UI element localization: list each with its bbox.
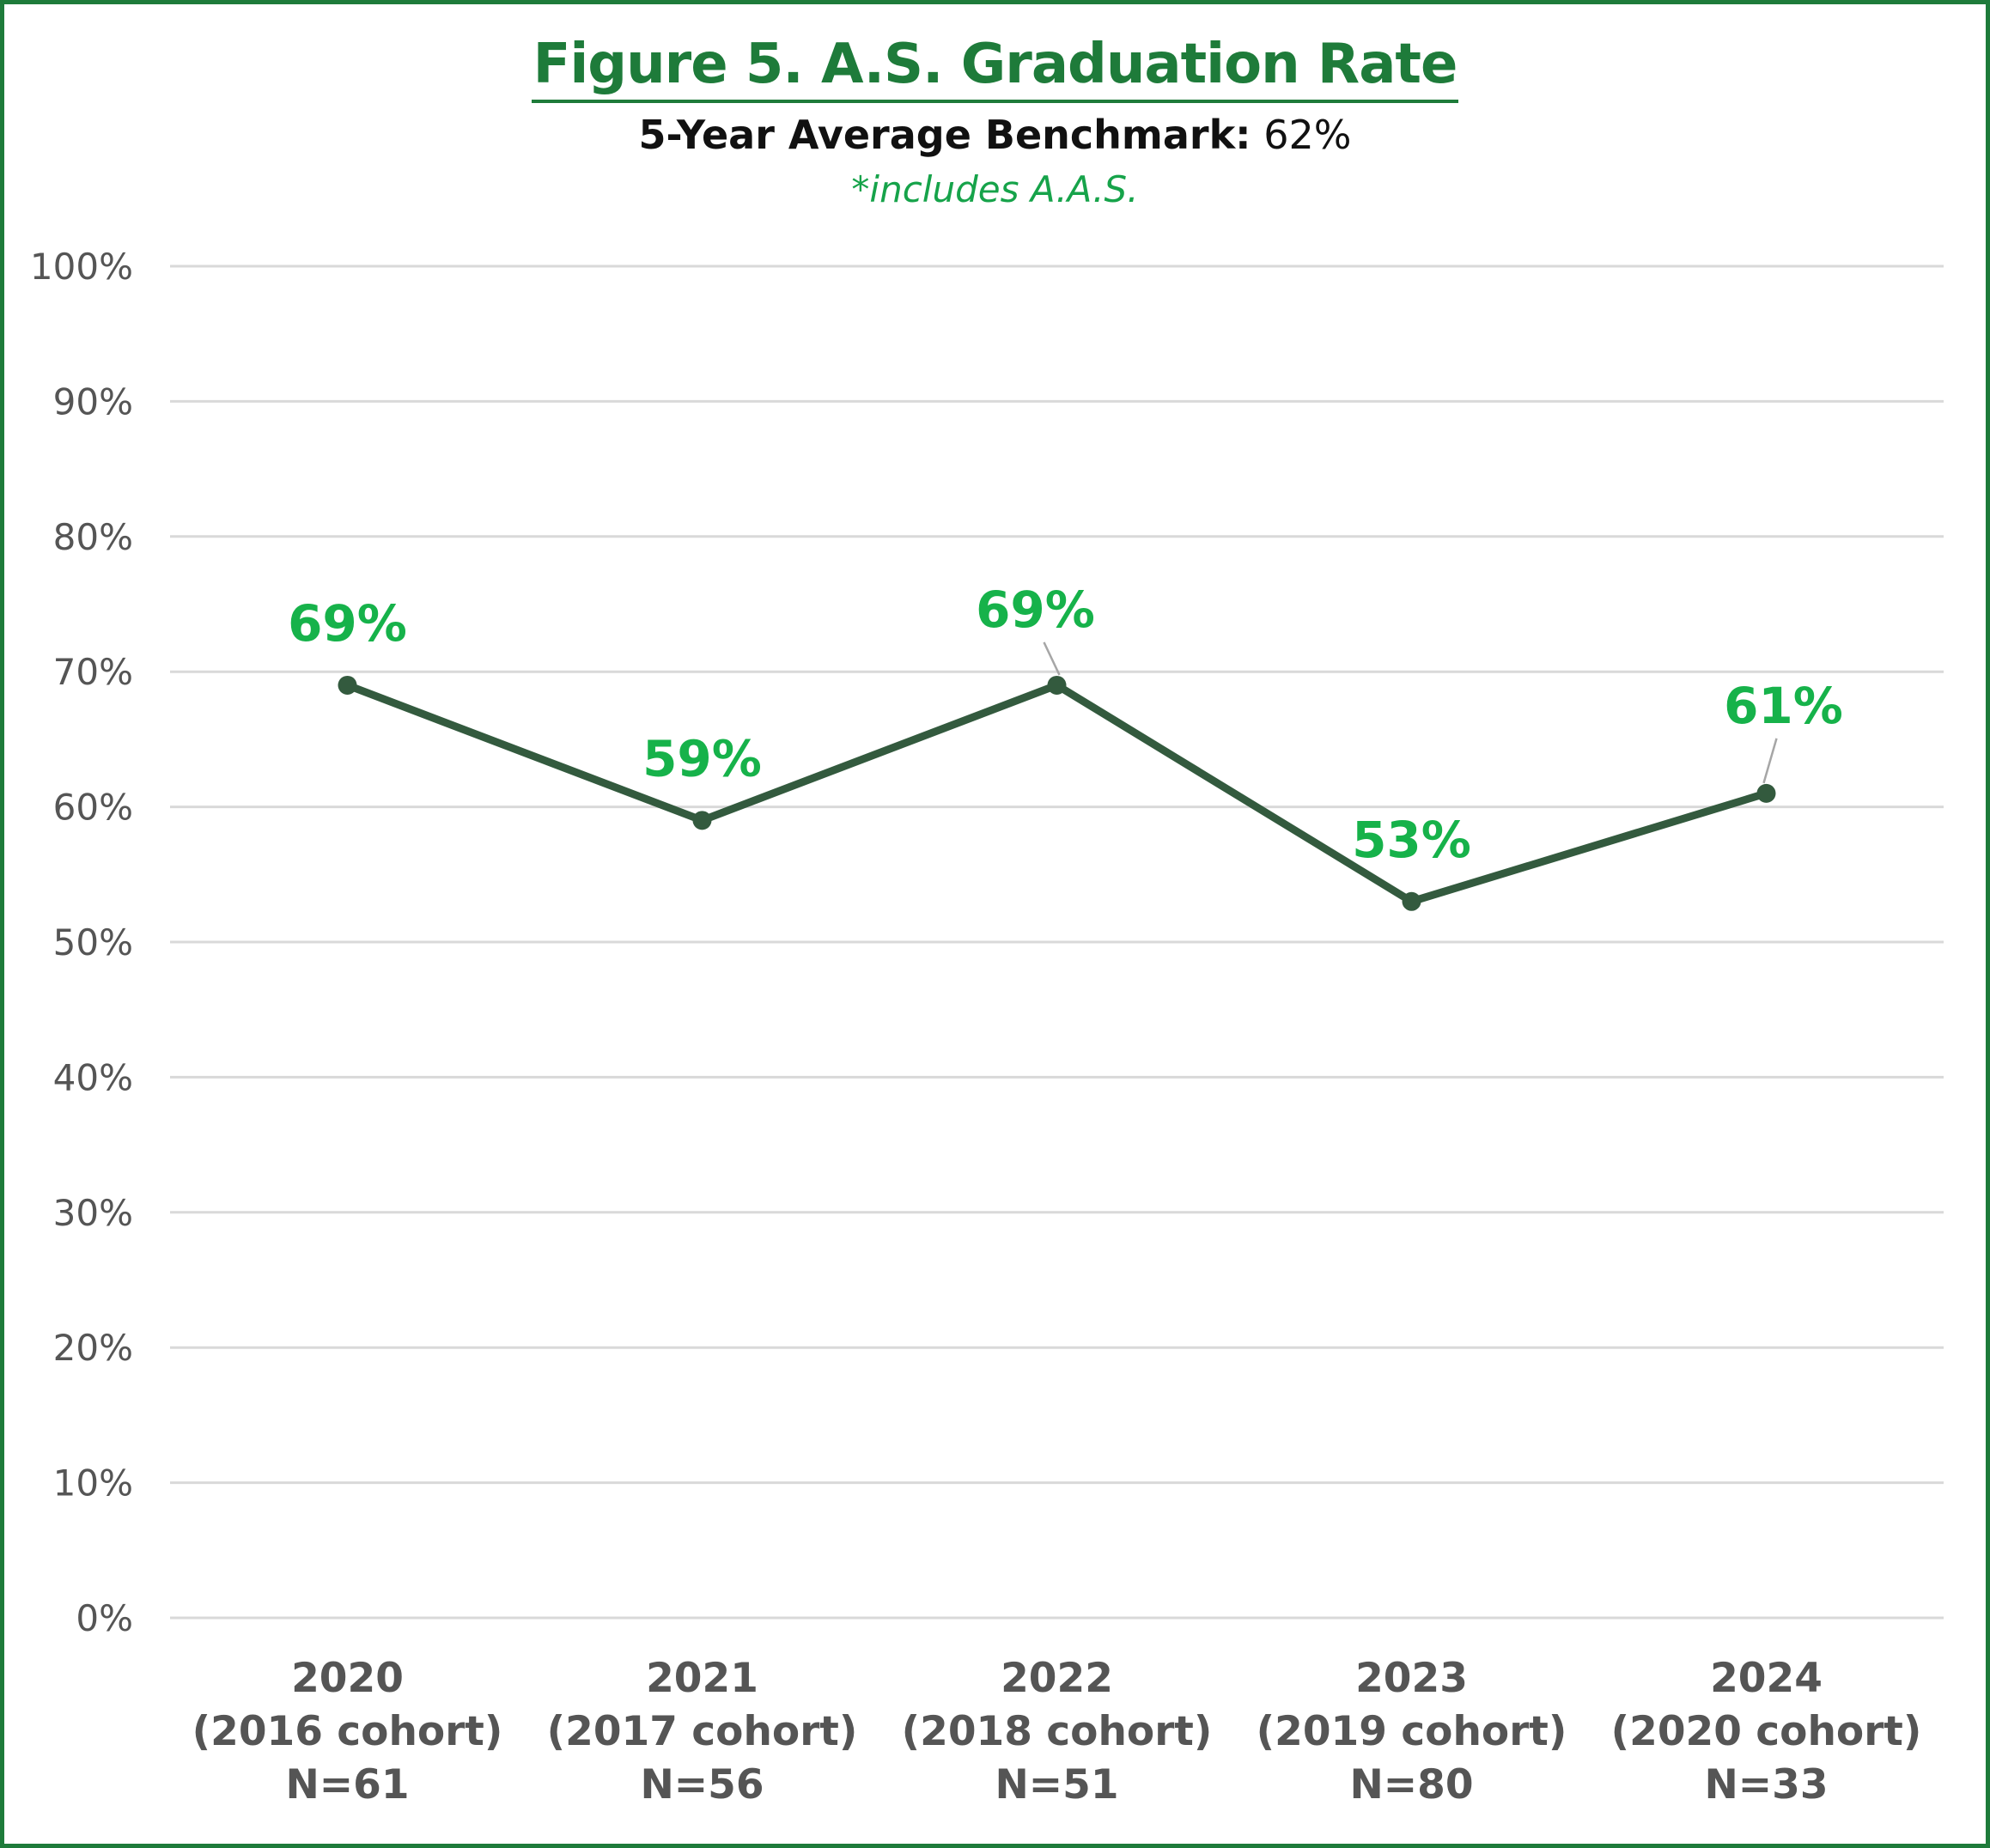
y-tick-label: 90% bbox=[53, 380, 133, 422]
x-tick-label: 2023 bbox=[1355, 1655, 1468, 1702]
x-tick-label: N=51 bbox=[995, 1761, 1118, 1808]
y-tick-label: 30% bbox=[53, 1192, 133, 1234]
y-tick-label: 80% bbox=[53, 516, 133, 558]
data-label: 69% bbox=[288, 594, 407, 653]
y-tick-label: 100% bbox=[30, 246, 133, 288]
x-tick-label: N=56 bbox=[640, 1761, 764, 1808]
x-tick-label: N=61 bbox=[285, 1761, 409, 1808]
y-tick-label: 20% bbox=[53, 1327, 133, 1369]
data-label: 61% bbox=[1724, 677, 1843, 735]
x-tick-label: N=33 bbox=[1704, 1761, 1828, 1808]
x-tick-label: (2019 cohort) bbox=[1257, 1708, 1567, 1755]
data-label: 69% bbox=[976, 581, 1095, 639]
series-line bbox=[344, 681, 1770, 906]
x-tick-label: (2018 cohort) bbox=[902, 1708, 1213, 1755]
chart-subtitle: 5-Year Average Benchmark: 62% bbox=[0, 112, 1990, 158]
data-point bbox=[338, 675, 357, 695]
y-tick-label: 50% bbox=[53, 921, 133, 964]
y-tick-label: 70% bbox=[53, 651, 133, 693]
data-label: 53% bbox=[1352, 811, 1471, 869]
data-label: 59% bbox=[642, 729, 762, 787]
y-tick-label: 0% bbox=[76, 1597, 133, 1639]
benchmark-value: 62% bbox=[1263, 112, 1352, 158]
chart-title-text: Figure 5. A.S. Graduation Rate bbox=[531, 33, 1459, 103]
x-tick-label: 2021 bbox=[646, 1655, 758, 1702]
benchmark-label: 5-Year Average Benchmark: bbox=[638, 112, 1251, 158]
y-tick-label: 40% bbox=[53, 1056, 133, 1098]
x-tick-label: (2020 cohort) bbox=[1611, 1708, 1922, 1755]
data-point bbox=[1756, 783, 1776, 803]
x-tick-label: (2017 cohort) bbox=[547, 1708, 858, 1755]
x-tick-label: (2016 cohort) bbox=[192, 1708, 503, 1755]
data-label-leader bbox=[1043, 641, 1061, 676]
x-tick-label: 2022 bbox=[1001, 1655, 1113, 1702]
y-tick-label: 10% bbox=[53, 1462, 133, 1505]
x-tick-label: 2024 bbox=[1710, 1655, 1823, 1702]
x-tick-label: N=80 bbox=[1349, 1761, 1473, 1808]
chart-note: *includes A.A.S. bbox=[851, 168, 1139, 210]
data-point bbox=[692, 811, 712, 830]
data-point bbox=[1402, 891, 1421, 911]
y-tick-label: 60% bbox=[53, 787, 133, 829]
data-point bbox=[1047, 675, 1067, 695]
chart-title: Figure 5. A.S. Graduation Rate bbox=[0, 33, 1990, 103]
x-tick-label: 2020 bbox=[291, 1655, 404, 1702]
data-label-leader bbox=[1762, 738, 1778, 784]
